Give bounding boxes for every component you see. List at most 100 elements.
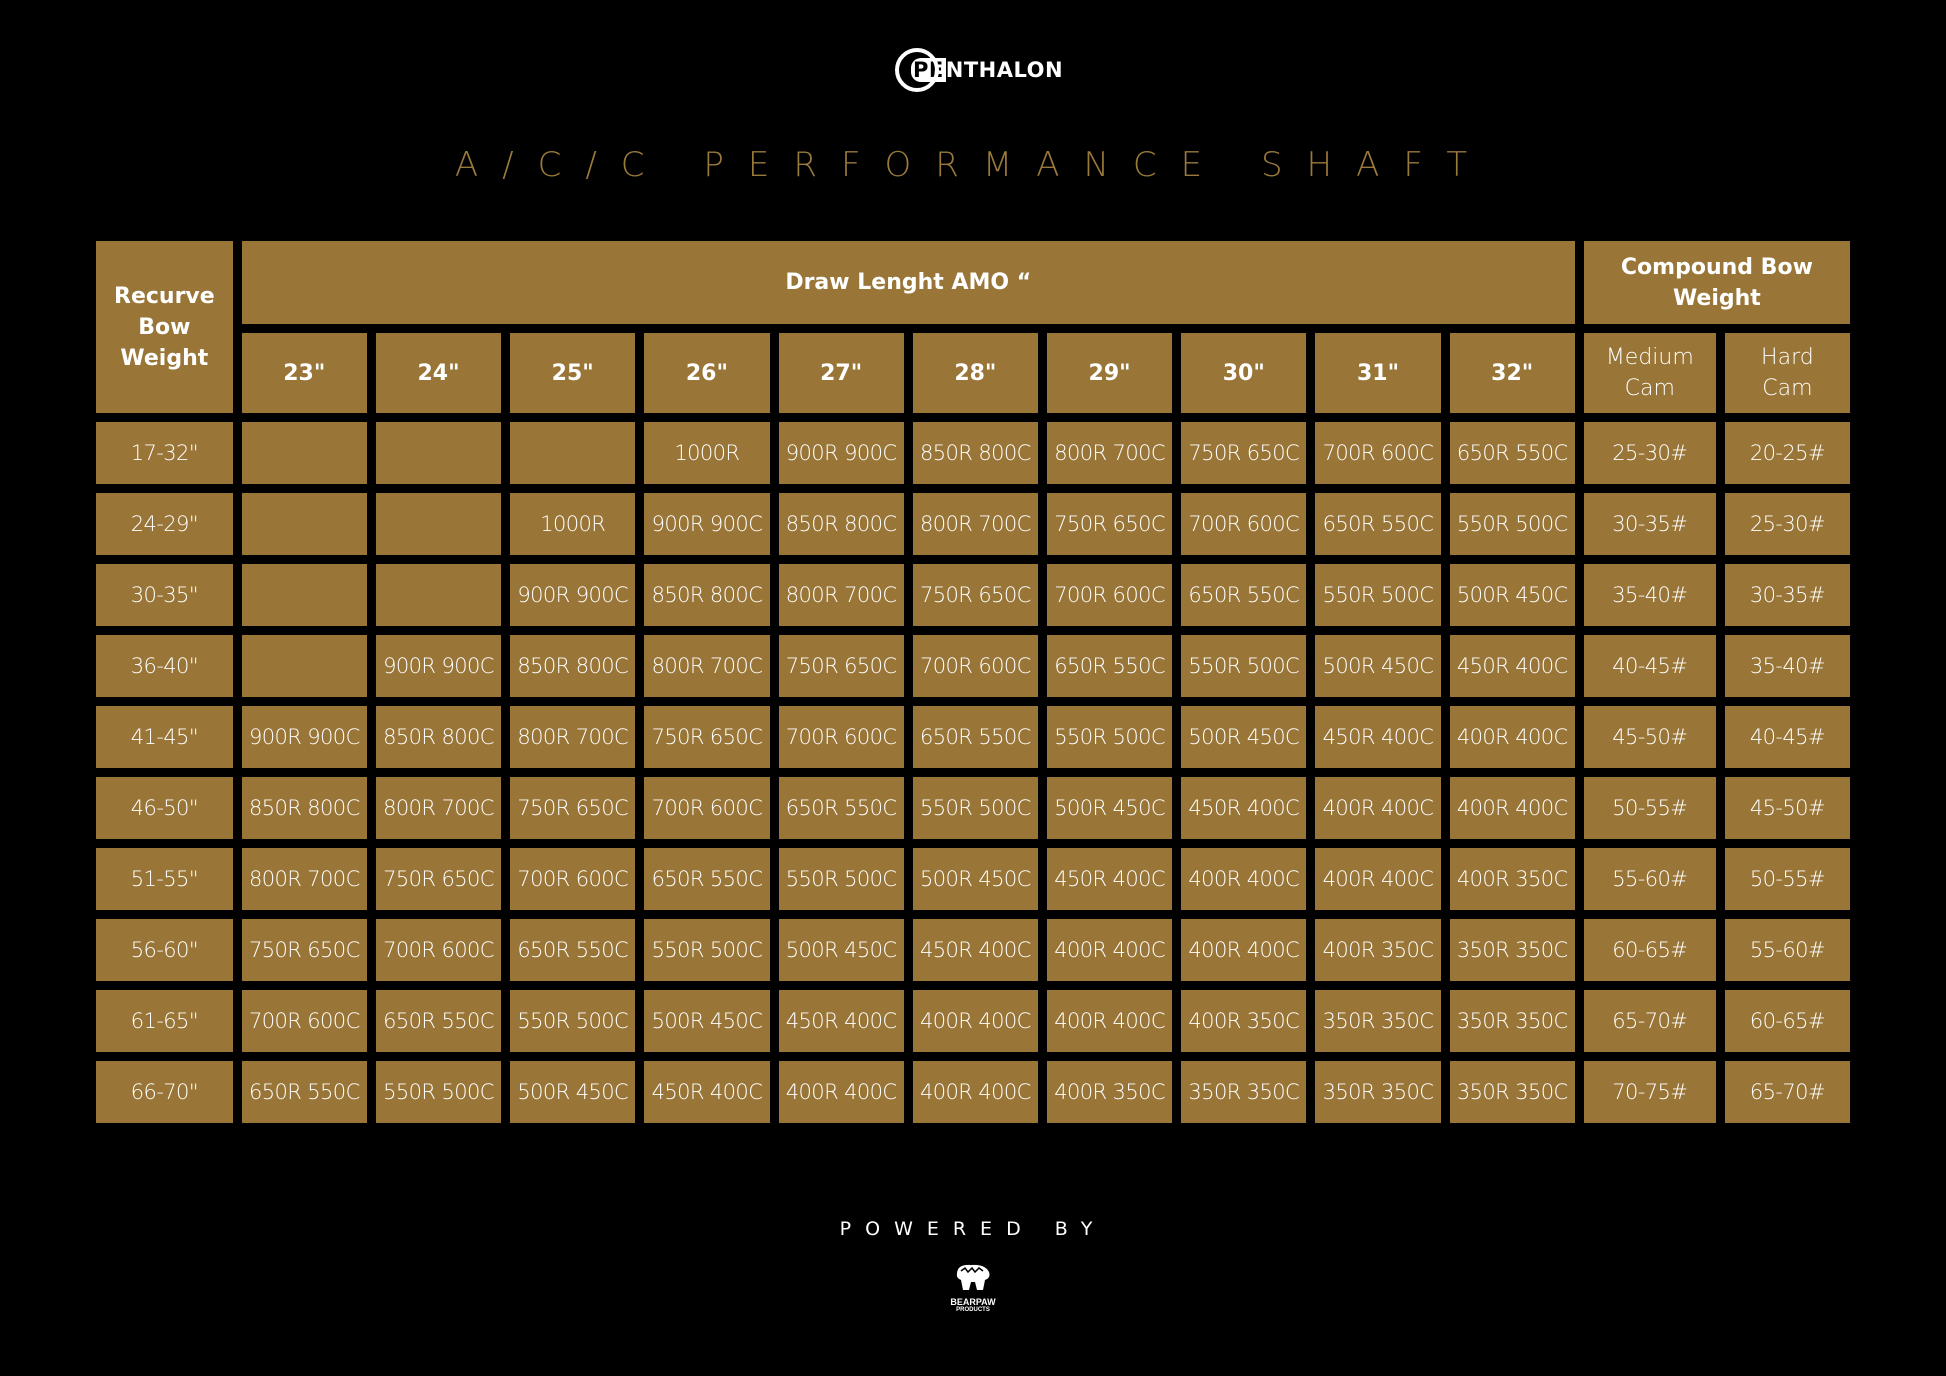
hard-cam-cell: 55-60# xyxy=(1724,919,1850,981)
spine-cell: 650R 550C xyxy=(644,848,770,910)
spine-cell: 500R 450C xyxy=(1315,635,1441,697)
spine-cell: 650R 550C xyxy=(510,919,636,981)
hard-cam-cell: 25-30# xyxy=(1724,493,1850,555)
recurve-weight-cell: 66-70" xyxy=(96,1061,233,1123)
spine-cell xyxy=(241,635,367,697)
spine-cell: 400R 350C xyxy=(1046,1061,1173,1123)
spine-cell: 800R 700C xyxy=(375,777,502,839)
spine-cell: 700R 600C xyxy=(510,848,636,910)
spine-cell: 350R 350C xyxy=(1315,990,1441,1052)
spine-cell: 550R 500C xyxy=(1046,706,1173,768)
spine-cell: 550R 500C xyxy=(1181,635,1307,697)
spine-cell: 450R 400C xyxy=(1315,706,1441,768)
spine-cell: 400R 400C xyxy=(1315,777,1441,839)
spine-cell: 500R 450C xyxy=(1046,777,1173,839)
spine-cell: 450R 400C xyxy=(1449,635,1575,697)
spine-cell: 450R 400C xyxy=(778,990,904,1052)
spine-cell: 650R 550C xyxy=(1181,564,1307,626)
spine-cell: 900R 900C xyxy=(778,422,904,484)
medium-cam-cell: 50-55# xyxy=(1583,777,1716,839)
spine-cell: 800R 700C xyxy=(644,635,770,697)
compound-bow-weight-header: Compound Bow Weight xyxy=(1583,241,1850,324)
medium-cam-cell: 55-60# xyxy=(1583,848,1716,910)
spine-cell: 1000R xyxy=(644,422,770,484)
medium-cam-cell: 40-45# xyxy=(1583,635,1716,697)
spine-cell: 800R 700C xyxy=(1046,422,1173,484)
spine-cell: 700R 600C xyxy=(1181,493,1307,555)
spine-cell: 700R 600C xyxy=(778,706,904,768)
spine-cell: 400R 350C xyxy=(1449,848,1575,910)
spine-cell: 500R 450C xyxy=(778,919,904,981)
spine-cell: 450R 400C xyxy=(912,919,1038,981)
bearpaw-logo: BEARPAW PRODUCTS xyxy=(944,1262,1002,1314)
spine-cell: 400R 400C xyxy=(778,1061,904,1123)
recurve-weight-cell: 41-45" xyxy=(96,706,233,768)
spine-cell: 750R 650C xyxy=(912,564,1038,626)
spine-cell: 850R 800C xyxy=(510,635,636,697)
draw-length-header: Draw Lenght AMO “ xyxy=(241,241,1575,324)
spine-cell: 650R 550C xyxy=(375,990,502,1052)
spine-cell: 700R 600C xyxy=(241,990,367,1052)
spine-cell: 700R 600C xyxy=(1046,564,1173,626)
draw-length-col-header: 27" xyxy=(778,333,904,413)
recurve-weight-cell: 56-60" xyxy=(96,919,233,981)
spine-cell: 700R 600C xyxy=(375,919,502,981)
hard-cam-cell: 60-65# xyxy=(1724,990,1850,1052)
recurve-weight-cell: 36-40" xyxy=(96,635,233,697)
spine-cell: 500R 450C xyxy=(644,990,770,1052)
spine-cell: 400R 400C xyxy=(912,990,1038,1052)
spine-chart-table: Recurve Bow Weight Draw Lenght AMO “Compo… xyxy=(96,241,1850,1123)
spine-cell: 550R 500C xyxy=(1315,564,1441,626)
medium-cam-cell: 60-65# xyxy=(1583,919,1716,981)
spine-cell: 550R 500C xyxy=(1449,493,1575,555)
spine-cell: 550R 500C xyxy=(375,1061,502,1123)
spine-cell: 550R 500C xyxy=(778,848,904,910)
draw-length-col-header: 26" xyxy=(644,333,770,413)
spine-cell: 400R 400C xyxy=(1315,848,1441,910)
spine-cell: 700R 600C xyxy=(644,777,770,839)
draw-length-col-header: 31" xyxy=(1315,333,1441,413)
page-title: A/C/C PERFORMANCE SHAFT xyxy=(454,145,1492,185)
spine-cell: 550R 500C xyxy=(510,990,636,1052)
spine-cell: 750R 650C xyxy=(1046,493,1173,555)
spine-cell: 400R 400C xyxy=(1046,919,1173,981)
spine-cell: 450R 400C xyxy=(1046,848,1173,910)
spine-cell: 650R 550C xyxy=(778,777,904,839)
spine-cell: 700R 600C xyxy=(912,635,1038,697)
draw-length-col-header: 32" xyxy=(1449,333,1575,413)
spine-cell: 400R 400C xyxy=(1181,848,1307,910)
spine-cell: 800R 700C xyxy=(912,493,1038,555)
draw-length-col-header: 28" xyxy=(912,333,1038,413)
spine-cell: 850R 800C xyxy=(375,706,502,768)
spine-cell: 550R 500C xyxy=(644,919,770,981)
draw-length-col-header: 23" xyxy=(241,333,367,413)
spine-cell xyxy=(375,564,502,626)
spine-cell: 400R 400C xyxy=(912,1061,1038,1123)
spine-cell: 900R 900C xyxy=(644,493,770,555)
medium-cam-cell: 65-70# xyxy=(1583,990,1716,1052)
spine-cell: 650R 550C xyxy=(1046,635,1173,697)
spine-cell: 500R 450C xyxy=(1449,564,1575,626)
spine-cell: 900R 900C xyxy=(510,564,636,626)
spine-cell: 400R 400C xyxy=(1449,777,1575,839)
penthalon-logo: PENTHALON xyxy=(895,44,1063,96)
spine-cell: 500R 450C xyxy=(1181,706,1307,768)
spine-cell: 450R 400C xyxy=(1181,777,1307,839)
spine-cell: 900R 900C xyxy=(375,635,502,697)
draw-length-col-header: 24" xyxy=(375,333,502,413)
spine-cell: 650R 550C xyxy=(1315,493,1441,555)
hard-cam-cell: 35-40# xyxy=(1724,635,1850,697)
hard-cam-cell: 45-50# xyxy=(1724,777,1850,839)
recurve-weight-cell: 30-35" xyxy=(96,564,233,626)
spine-cell: 650R 550C xyxy=(241,1061,367,1123)
spine-cell: 450R 400C xyxy=(644,1061,770,1123)
spine-cell: 800R 700C xyxy=(778,564,904,626)
recurve-weight-cell: 61-65" xyxy=(96,990,233,1052)
spine-cell xyxy=(241,422,367,484)
recurve-weight-cell: 17-32" xyxy=(96,422,233,484)
spine-cell: 400R 350C xyxy=(1315,919,1441,981)
compound-col-header: Hard Cam xyxy=(1724,333,1850,413)
bearpaw-subtext: PRODUCTS xyxy=(956,1307,990,1313)
spine-cell: 900R 900C xyxy=(241,706,367,768)
spine-cell: 850R 800C xyxy=(912,422,1038,484)
